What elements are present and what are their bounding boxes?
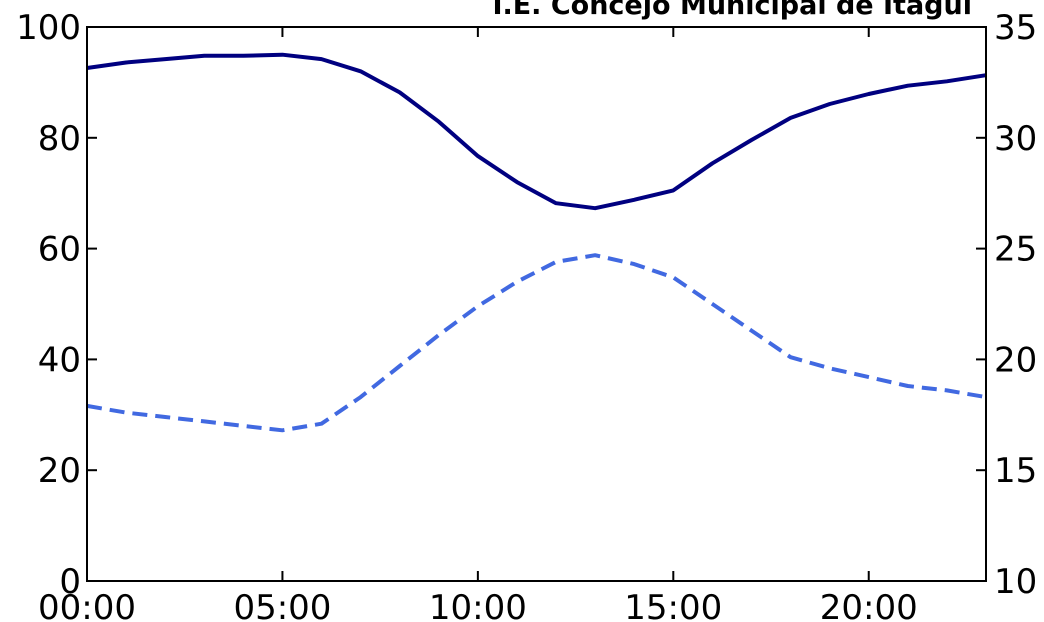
x-tick-label: 00:00: [38, 588, 136, 622]
axis-tick-labels: 00:00 05:00 10:00 15:00 20:00 0 20 40 60 80 100 10 1…: [16, 8, 1037, 622]
x-tick-label: 20:00: [820, 588, 918, 622]
y-right-tick-label: 10: [994, 562, 1037, 602]
y-left-tick-label: 0: [59, 562, 81, 602]
series-lines: [86, 52, 987, 433]
series-line-right-axis: [86, 253, 987, 433]
chart-title: I.E. Concejo Municipal de Itagüí: [492, 0, 973, 21]
y-right-tick-label: 25: [994, 230, 1037, 270]
y-right-tick-label: 30: [994, 119, 1037, 159]
x-tick-label: 05:00: [233, 588, 331, 622]
y-right-tick-label: 15: [994, 451, 1037, 491]
y-left-tick-label: 60: [38, 230, 81, 270]
x-tick-label: 10:00: [429, 588, 527, 622]
series-line-left-axis: [86, 52, 987, 211]
y-left-tick-label: 80: [38, 119, 81, 159]
y-left-tick-label: 100: [16, 8, 81, 48]
y-left-tick-label: 40: [38, 340, 81, 380]
y-left-tick-label: 20: [38, 451, 81, 491]
plot-area-frame: [86, 26, 987, 582]
y-right-tick-label: 20: [994, 340, 1037, 380]
axis-ticks: [86, 26, 986, 582]
x-tick-label: 15:00: [624, 588, 722, 622]
y-right-tick-label: 35: [994, 8, 1037, 48]
